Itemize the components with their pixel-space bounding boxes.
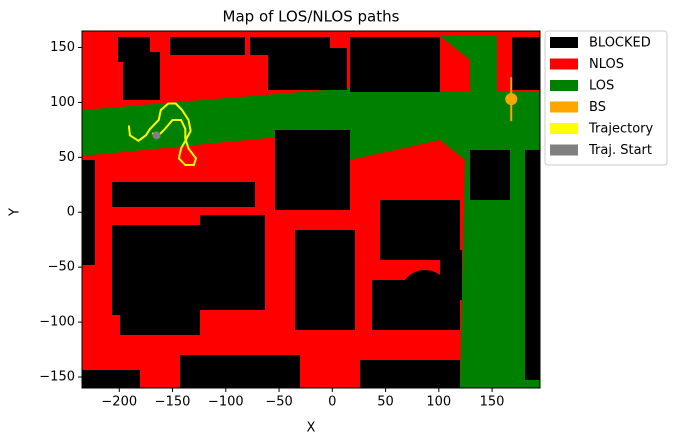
legend-label: Traj. Start: [588, 143, 652, 158]
x-tick-label: 150: [480, 395, 505, 410]
legend-label: BS: [589, 100, 606, 115]
point: [505, 93, 518, 106]
map: [82, 31, 540, 388]
y-tick-label: −150: [39, 370, 75, 385]
legend-swatch: [550, 101, 578, 113]
legend-swatch: [550, 144, 578, 156]
x-tick-label: 100: [426, 395, 451, 410]
legend-label: Trajectory: [588, 122, 653, 137]
x-tick-label: −50: [265, 395, 292, 410]
y-tick-label: 0: [67, 205, 75, 220]
y-tick-label: −50: [48, 260, 75, 275]
x-tick-label: 50: [377, 395, 394, 410]
y-tick-label: 100: [50, 95, 75, 110]
legend-swatch: [550, 80, 578, 91]
y-tick-label: 150: [50, 40, 75, 55]
legend-label: LOS: [589, 79, 614, 94]
x-tick-label: −150: [155, 395, 191, 410]
legend-swatch: [550, 123, 578, 134]
y-tick-label: −100: [39, 315, 75, 330]
blocked-areas: [82, 37, 540, 388]
point: [152, 131, 161, 140]
data-layer: [127, 77, 518, 167]
trajectory: [127, 102, 198, 167]
x-tick-label: −200: [101, 395, 137, 410]
x-tick-label: 0: [328, 395, 336, 410]
y-tick-label: 50: [58, 150, 75, 165]
y-axis-label: Y: [8, 208, 23, 217]
los-area: [82, 36, 540, 388]
legend-swatch: [550, 37, 578, 48]
legend-label: BLOCKED: [589, 36, 651, 51]
plot-frame: [81, 30, 541, 389]
x-tick-label: −100: [208, 395, 244, 410]
legend-swatch: [550, 58, 578, 70]
chart-title: Map of LOS/NLOS paths: [223, 8, 400, 26]
legend-label: NLOS: [589, 57, 624, 72]
los-area: [440, 36, 470, 60]
x-axis-label: X: [307, 421, 316, 436]
